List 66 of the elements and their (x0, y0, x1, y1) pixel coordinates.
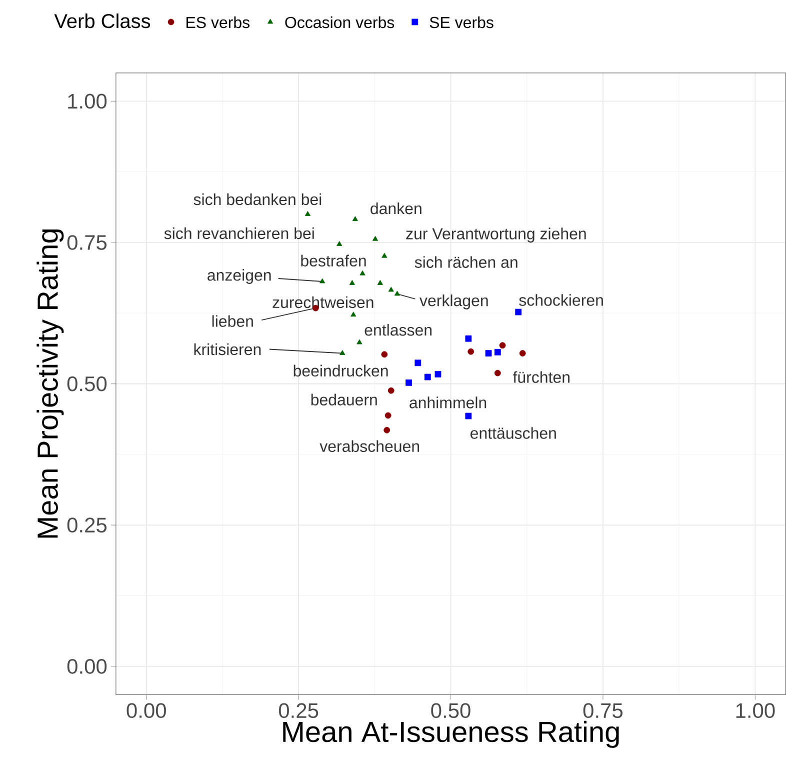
point (388, 286, 394, 292)
point (349, 280, 355, 286)
point (414, 360, 422, 366)
annotation: bedauern (311, 394, 377, 406)
y-tick-label: 0.75 (67, 235, 107, 250)
y-tick-label: 1.00 (68, 94, 107, 109)
point (468, 348, 474, 355)
point (356, 340, 362, 344)
annotation: verklagen (420, 294, 488, 310)
point (382, 253, 388, 258)
y-axis-title: Mean Projectivity Rating (36, 230, 64, 538)
point (515, 309, 522, 316)
annotation: enttäuschen (470, 427, 556, 440)
x-tick-label: 0.25 (278, 703, 318, 718)
annotation: verabscheuen (320, 440, 420, 452)
annotation: zurechtweisen (272, 296, 374, 308)
point (336, 241, 342, 246)
legend-label: ES verbs (186, 16, 250, 28)
legend-title: Verb Class (54, 14, 150, 28)
point (519, 350, 526, 357)
annotation: bestrafen (301, 254, 366, 267)
point (340, 350, 346, 356)
x-tick-label: 0.50 (431, 703, 470, 718)
point (372, 236, 378, 242)
point (406, 380, 412, 386)
point (465, 336, 472, 342)
point (381, 351, 388, 358)
annotation: sich revanchieren bei (164, 228, 314, 240)
point (384, 412, 392, 419)
point (394, 290, 400, 296)
x-axis-title: Mean At-Issueness Rating (283, 721, 619, 748)
x-tick-label: 1.00 (736, 703, 775, 718)
annotation: sich bedanken bei (194, 194, 322, 206)
point (485, 350, 492, 357)
point (320, 278, 326, 284)
legend-label: SE verbs (430, 16, 494, 28)
point (494, 349, 501, 356)
point (388, 388, 394, 394)
annotation: anhimmeln (410, 396, 486, 409)
point (377, 280, 383, 286)
annotation: lieben (212, 315, 253, 328)
point (434, 371, 442, 378)
x-tick-label: 0.75 (583, 703, 623, 718)
point (304, 211, 311, 216)
point (465, 413, 472, 420)
point (424, 374, 431, 380)
x-tick-label: 0.00 (126, 703, 166, 718)
point (352, 216, 358, 222)
annotation: schockieren (519, 294, 603, 306)
y-tick-label: 0.50 (67, 376, 107, 392)
point (350, 312, 356, 317)
annotation: fürchten (512, 371, 570, 384)
point (494, 370, 501, 376)
annotation: entlassen (364, 324, 432, 336)
y-tick-label: 0.25 (67, 518, 107, 533)
annotation: beeindrucken (294, 364, 388, 377)
point (360, 270, 366, 276)
annotation: kritisieren (194, 344, 261, 356)
annotation: sich rächen an (414, 256, 518, 268)
annotation: anzeigen (208, 269, 271, 284)
y-tick-label: 0.00 (67, 659, 107, 674)
legend-label: Occasion verbs (285, 16, 394, 28)
annotation: zur Verantwortung ziehen (406, 228, 586, 243)
point (499, 342, 506, 349)
annotation: danken (370, 202, 422, 214)
point (384, 427, 390, 434)
